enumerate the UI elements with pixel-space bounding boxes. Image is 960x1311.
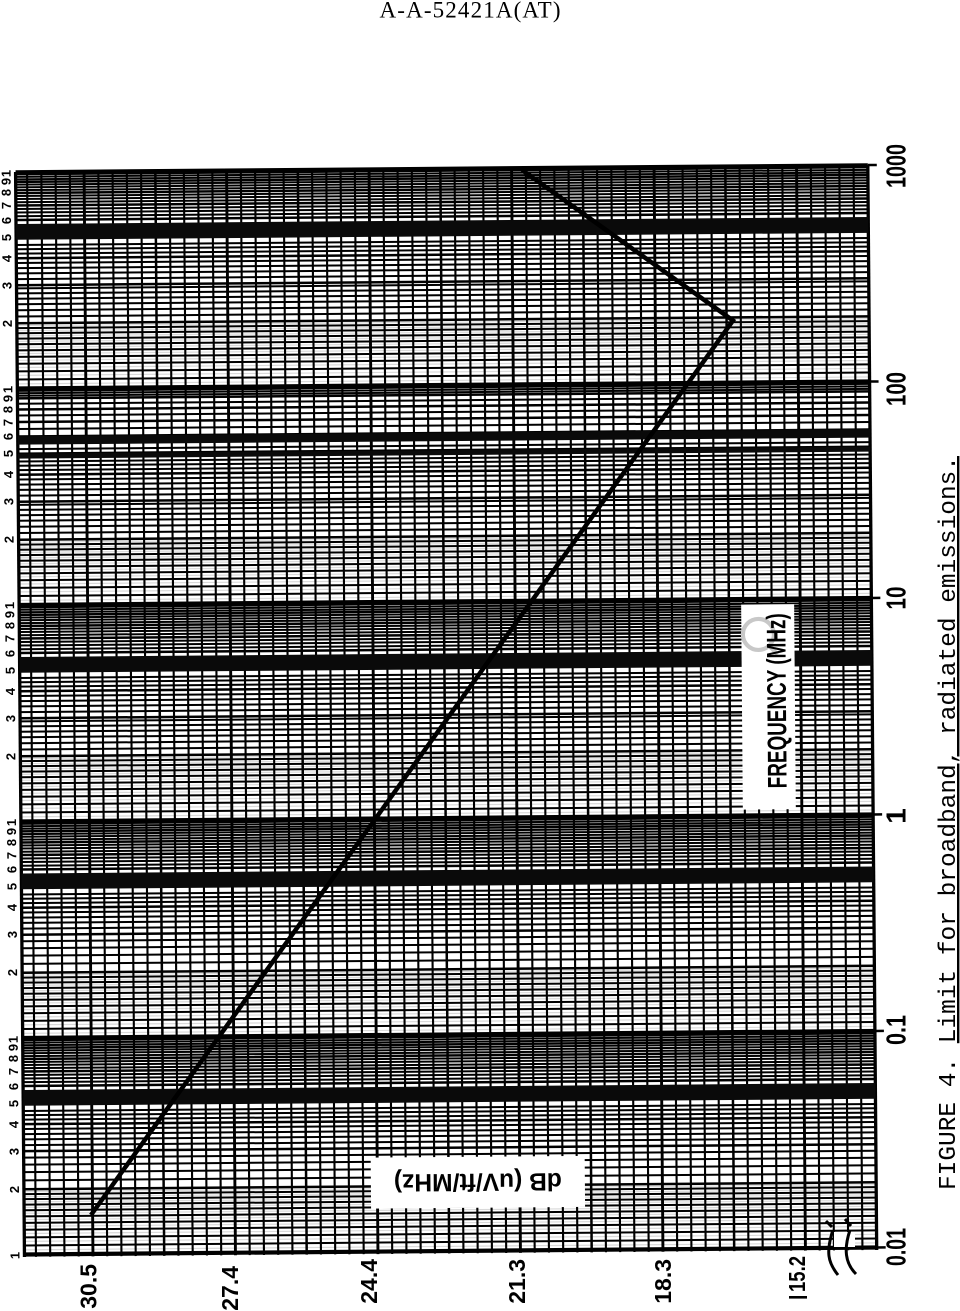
svg-text:8: 8 (0, 406, 15, 413)
svg-text:4: 4 (6, 1120, 21, 1128)
svg-text:1: 1 (4, 819, 19, 826)
svg-text:2: 2 (0, 320, 15, 327)
svg-text:2: 2 (3, 753, 18, 760)
svg-text:4: 4 (0, 254, 14, 262)
svg-text:7: 7 (4, 852, 19, 859)
svg-text:9: 9 (0, 395, 15, 402)
svg-text:7: 7 (1, 419, 16, 426)
svg-text:dB (uV/ft/MHz): dB (uV/ft/MHz) (394, 1167, 562, 1196)
svg-text:21.3: 21.3 (504, 1259, 530, 1304)
svg-text:1: 1 (881, 808, 912, 824)
svg-text:5: 5 (4, 883, 19, 890)
svg-text:0.01: 0.01 (881, 1228, 912, 1266)
svg-text:1: 1 (6, 1036, 21, 1043)
svg-text:3: 3 (1, 498, 16, 505)
svg-text:5: 5 (6, 1100, 21, 1107)
svg-text:1000: 1000 (881, 144, 912, 188)
svg-text:8: 8 (6, 1055, 21, 1062)
svg-text:7: 7 (2, 635, 17, 642)
svg-text:3: 3 (3, 715, 18, 722)
svg-text:6: 6 (4, 866, 19, 873)
svg-text:A-A-52421A(AT): A-A-52421A(AT) (380, 0, 561, 23)
svg-text:24.4: 24.4 (356, 1259, 382, 1304)
svg-text:8: 8 (0, 189, 14, 196)
svg-text:6: 6 (2, 650, 17, 657)
svg-text:5: 5 (3, 667, 18, 674)
svg-text:9: 9 (4, 828, 19, 835)
svg-text:4: 4 (1, 470, 16, 478)
svg-text:6: 6 (6, 1083, 21, 1090)
svg-text:1: 1 (2, 602, 17, 609)
svg-text:15.2: 15.2 (784, 1256, 810, 1292)
svg-text:2: 2 (2, 536, 17, 543)
svg-text:1: 1 (0, 386, 15, 393)
svg-text:3: 3 (7, 1148, 22, 1155)
svg-text:27.4: 27.4 (217, 1266, 243, 1311)
svg-text:30.5: 30.5 (76, 1264, 102, 1309)
svg-text:FREQUENCY (MHz): FREQUENCY (MHz) (761, 613, 792, 788)
svg-text:10: 10 (881, 587, 912, 610)
svg-text:6: 6 (0, 217, 14, 224)
svg-text:2: 2 (5, 969, 20, 976)
svg-text:5: 5 (1, 450, 16, 457)
svg-text:4: 4 (5, 903, 20, 911)
svg-text:9: 9 (6, 1044, 21, 1051)
svg-text:1: 1 (7, 1252, 22, 1259)
svg-text:6: 6 (1, 433, 16, 440)
svg-text:1: 1 (0, 170, 14, 177)
svg-text:9: 9 (2, 611, 17, 618)
svg-text:8: 8 (4, 839, 19, 846)
svg-text:7: 7 (6, 1068, 21, 1075)
svg-text:FIGURE 4. Limit for broadband: FIGURE 4. Limit for broadband, radiated … (936, 456, 960, 1190)
svg-text:18.3: 18.3 (650, 1259, 676, 1304)
svg-text:3: 3 (0, 282, 15, 289)
svg-text:2: 2 (7, 1186, 22, 1193)
svg-text:4: 4 (3, 687, 18, 695)
svg-text:7: 7 (0, 202, 14, 209)
svg-text:100: 100 (881, 372, 912, 406)
svg-text:8: 8 (2, 622, 17, 629)
svg-text:5: 5 (0, 234, 14, 241)
svg-text:9: 9 (0, 178, 14, 185)
svg-text:3: 3 (5, 931, 20, 938)
svg-text:0.1: 0.1 (881, 1015, 912, 1045)
